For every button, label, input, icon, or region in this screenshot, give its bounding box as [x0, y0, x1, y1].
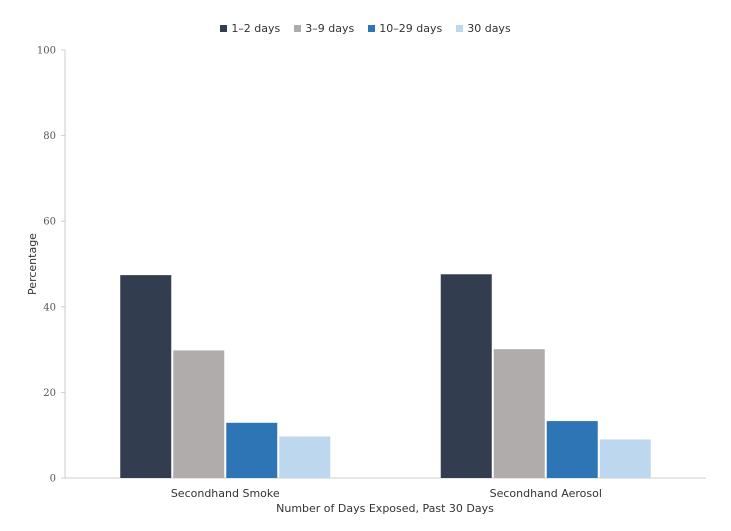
legend-item-1-2-days: 1–2 days [220, 22, 280, 35]
bar-3-9-days-secondhand-smoke [173, 350, 225, 478]
legend-label-30-days: 30 days [467, 22, 511, 35]
y-axis-title: Percentage [26, 233, 39, 295]
y-tick-label: 60 [43, 217, 56, 228]
bar-3-9-days-secondhand-aerosol [493, 349, 545, 478]
x-category-label: Secondhand Smoke [171, 487, 280, 500]
bar-30-days-secondhand-aerosol [599, 439, 651, 478]
y-axis: 0 20 40 60 80 100 [37, 46, 66, 485]
legend-swatch-10-29-days [368, 25, 376, 32]
bar-10-29-days-secondhand-aerosol [546, 421, 598, 478]
legend-label-1-2-days: 1–2 days [231, 22, 281, 35]
x-category-label: Secondhand Aerosol [490, 487, 602, 500]
y-tick-label: 100 [37, 46, 56, 57]
legend-label-3-9-days: 3–9 days [305, 22, 355, 35]
bars [120, 274, 651, 478]
legend-swatch-1-2-days [220, 25, 228, 32]
bar-10-29-days-secondhand-smoke [226, 422, 278, 478]
y-tick-label: 80 [43, 131, 56, 142]
x-axis-title: Number of Days Exposed, Past 30 Days [276, 502, 494, 515]
legend-item-10-29-days: 10–29 days [368, 22, 442, 35]
y-tick-label: 0 [50, 474, 56, 485]
legend-swatch-3-9-days [294, 25, 302, 32]
y-tick-label: 20 [43, 388, 56, 399]
bar-30-days-secondhand-smoke [279, 436, 331, 478]
bar-1-2-days-secondhand-aerosol [440, 274, 492, 478]
legend-label-10-29-days: 10–29 days [379, 22, 443, 35]
legend-item-30-days: 30 days [456, 22, 511, 35]
legend-swatch-30-days [456, 25, 464, 32]
chart-legend: 1–2 days 3–9 days 10–29 days 30 days [0, 22, 731, 35]
bar-1-2-days-secondhand-smoke [120, 275, 172, 478]
legend-item-3-9-days: 3–9 days [294, 22, 354, 35]
x-axis: Secondhand Smoke Secondhand Aerosol [65, 477, 706, 500]
y-tick-label: 40 [43, 302, 56, 313]
